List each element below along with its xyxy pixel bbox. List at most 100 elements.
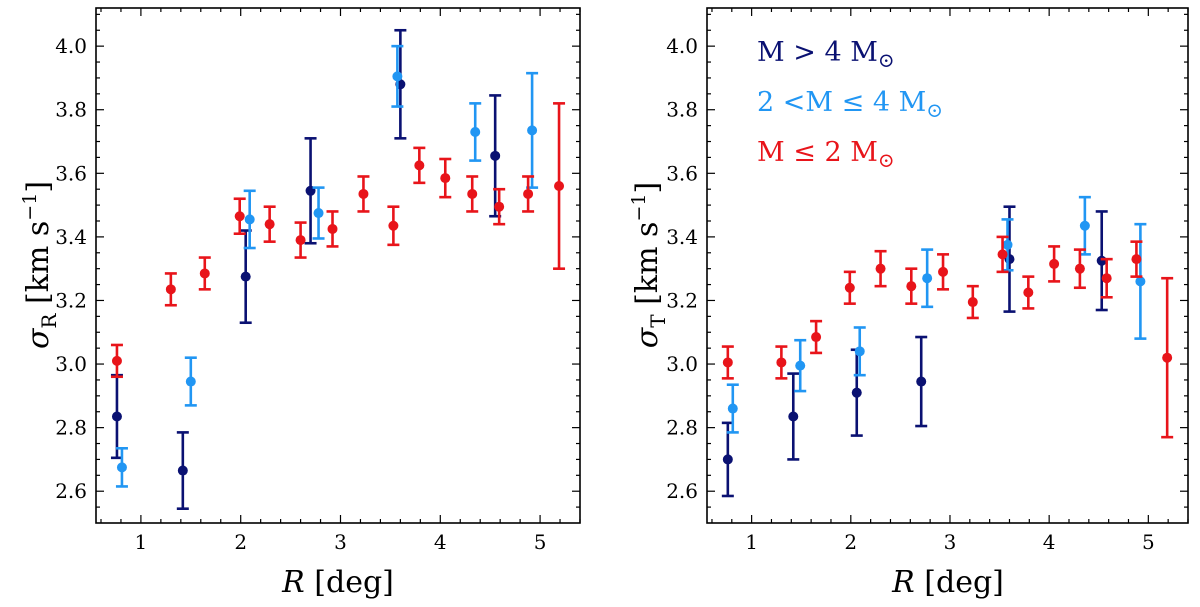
data-point-low-mass [357, 175, 370, 213]
y-tick-label-right: 3.2 [666, 288, 698, 312]
data-point-low-mass [164, 272, 177, 307]
marker [844, 282, 855, 293]
data-point-low-mass [326, 210, 339, 248]
marker [490, 150, 501, 161]
marker [916, 376, 927, 387]
legend-entry-mid-mass: 2 <M ≤ 4 M⊙ [757, 87, 943, 122]
data-point-mid-mass [391, 44, 404, 108]
marker [199, 268, 210, 279]
y-tick-label-right: 3.6 [666, 161, 698, 185]
data-point-low-mass [110, 343, 123, 379]
y-tick-label-left: 3.8 [55, 98, 87, 122]
data-point-high-mass [110, 373, 123, 460]
marker [234, 211, 245, 222]
data-point-low-mass [233, 197, 246, 236]
marker [1023, 287, 1034, 298]
marker [727, 403, 738, 414]
data-point-mid-mass [853, 326, 866, 377]
y-tick-label-right: 2.8 [666, 416, 698, 440]
marker [1135, 276, 1146, 287]
marker [327, 223, 338, 234]
y-tick-label-left: 3.0 [55, 352, 87, 376]
marker [922, 273, 933, 284]
marker [177, 465, 188, 476]
data-point-low-mass [294, 221, 307, 259]
data-point-low-mass [1100, 257, 1113, 299]
marker [440, 173, 451, 184]
data-point-low-mass [387, 205, 400, 247]
points-right [721, 195, 1174, 498]
data-point-mid-mass [1134, 222, 1147, 340]
marker [967, 297, 978, 308]
x-axis-label-right: R [deg] [891, 565, 1004, 600]
marker [470, 126, 481, 137]
marker [523, 188, 534, 199]
plot-frame-left [95, 7, 581, 524]
data-point-low-mass [1130, 240, 1143, 278]
data-point-high-mass [787, 372, 800, 461]
marker [776, 357, 787, 368]
data-point-low-mass [493, 187, 506, 226]
marker [388, 220, 399, 231]
data-point-mid-mass [184, 356, 197, 407]
marker [116, 462, 127, 473]
data-point-high-mass [239, 229, 252, 325]
x-tick-label-left: 3 [334, 530, 347, 554]
y-tick-label-right: 2.6 [666, 479, 698, 503]
data-point-low-mass [466, 175, 479, 213]
marker [1079, 220, 1090, 231]
marker [906, 281, 917, 292]
legend-entry-high-mass: M > 4 M⊙ [757, 37, 895, 72]
marker [854, 346, 865, 357]
data-point-low-mass [413, 146, 426, 185]
points-left [110, 28, 566, 510]
marker [722, 357, 733, 368]
marker [414, 160, 425, 171]
data-point-mid-mass [526, 71, 539, 189]
y-tick-label-right: 3.8 [666, 98, 698, 122]
marker [165, 284, 176, 295]
x-tick-label-left: 4 [434, 530, 447, 554]
data-point-mid-mass [469, 102, 482, 162]
data-point-low-mass [1073, 248, 1086, 290]
marker [244, 214, 255, 225]
marker [1162, 352, 1173, 363]
x-tick-label-right: 1 [745, 530, 758, 554]
data-point-low-mass [1048, 245, 1061, 283]
y-tick-label-right: 3.0 [666, 352, 698, 376]
data-point-low-mass [263, 205, 276, 243]
marker [295, 235, 306, 246]
marker [527, 125, 538, 136]
data-point-low-mass [937, 253, 950, 291]
data-point-mid-mass [243, 189, 256, 250]
marker [392, 71, 403, 82]
ticks-left: 1 2 3 4 5 2.6 2.8 3.0 3.2 3.4 3.6 3.8 4.0 [55, 8, 581, 554]
y-tick-label-left: 2.8 [55, 416, 87, 440]
data-point-high-mass [1003, 205, 1016, 313]
y-tick-label-left: 3.2 [55, 288, 87, 312]
panel-left: 1 2 3 4 5 2.6 2.8 3.0 3.2 3.4 3.6 3.8 4.0 R [deg] σR… [19, 7, 581, 600]
marker [240, 271, 251, 282]
marker [1131, 254, 1142, 265]
x-tick-label-right: 2 [844, 530, 857, 554]
data-point-low-mass [810, 319, 823, 355]
marker [1002, 239, 1013, 250]
data-point-low-mass [1022, 275, 1035, 310]
data-point-mid-mass [1078, 195, 1091, 256]
y-axis-label-left: σR [km s−1] [19, 181, 61, 349]
legend: M > 4 M⊙ 2 <M ≤ 4 M⊙ M ≤ 2 M⊙ [757, 37, 943, 172]
data-point-low-mass [874, 249, 887, 288]
marker [358, 188, 369, 199]
marker [554, 181, 565, 192]
marker [1074, 263, 1085, 274]
x-tick-label-right: 5 [1142, 530, 1155, 554]
marker [875, 263, 886, 274]
marker [313, 208, 324, 219]
marker [111, 411, 122, 422]
data-point-low-mass [966, 284, 979, 320]
data-point-low-mass [522, 175, 535, 213]
data-point-mid-mass [921, 248, 934, 309]
data-point-low-mass [905, 267, 918, 305]
data-point-mid-mass [312, 186, 325, 240]
data-point-low-mass [843, 270, 856, 305]
